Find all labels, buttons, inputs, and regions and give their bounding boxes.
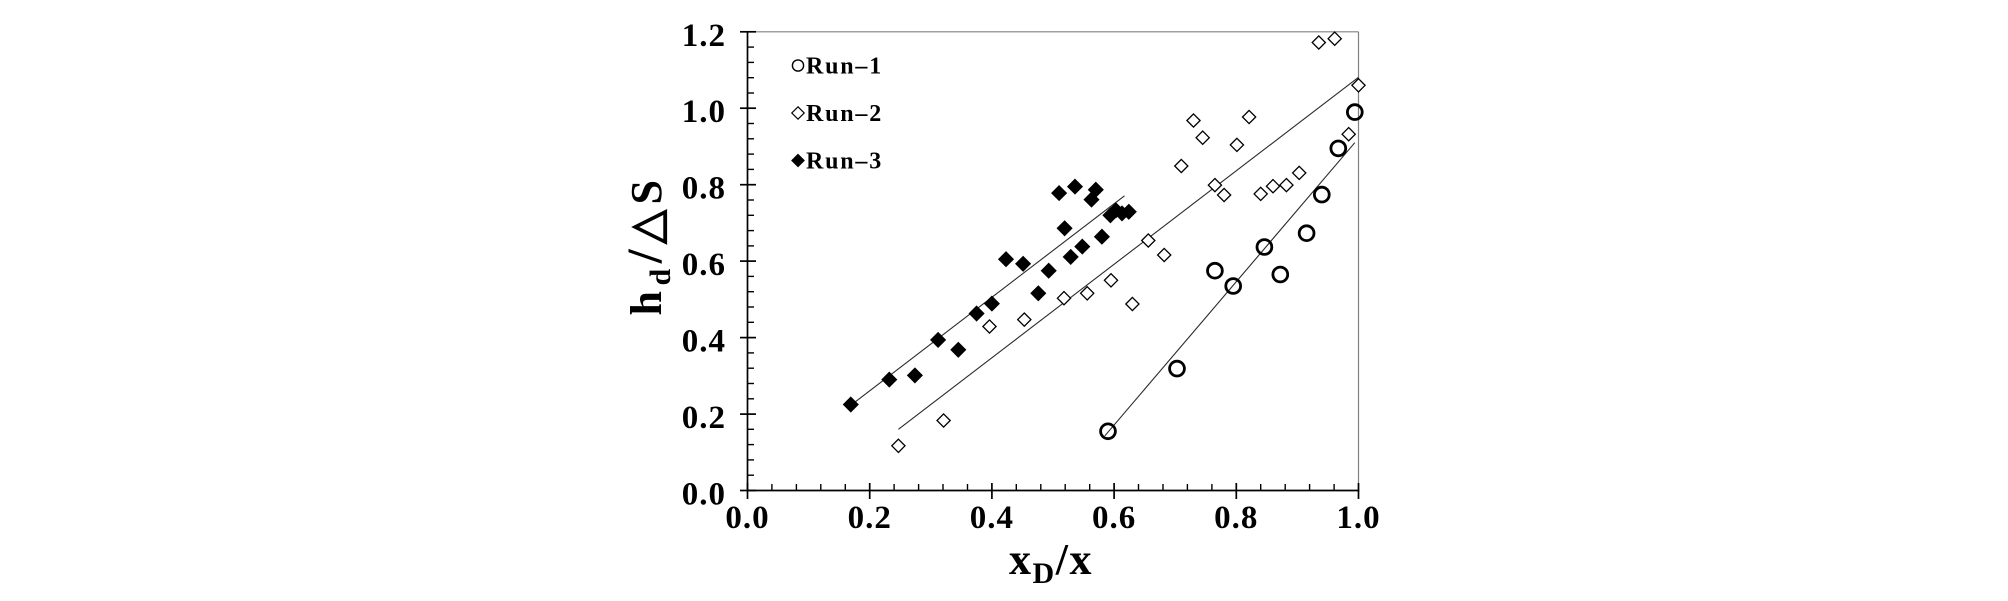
svg-text:0.8: 0.8 [682, 171, 726, 207]
svg-text:0.4: 0.4 [682, 324, 726, 360]
svg-text:hd/△S: hd/△S [616, 175, 677, 316]
svg-text:0.8: 0.8 [1214, 500, 1258, 536]
svg-text:1.0: 1.0 [682, 94, 726, 130]
svg-text:xD/x: xD/x [1009, 535, 1093, 590]
svg-text:0.6: 0.6 [1092, 500, 1136, 536]
svg-text:0.2: 0.2 [848, 500, 892, 536]
svg-text:0.0: 0.0 [682, 477, 726, 513]
svg-text:0.6: 0.6 [682, 247, 726, 283]
svg-text:0.4: 0.4 [970, 500, 1014, 536]
svg-text:Run–1: Run–1 [806, 54, 883, 80]
svg-text:1.0: 1.0 [1336, 500, 1380, 536]
svg-text:1.2: 1.2 [682, 18, 726, 54]
svg-text:0.2: 0.2 [682, 400, 726, 436]
svg-text:Run–2: Run–2 [806, 101, 883, 127]
svg-text:Run–3: Run–3 [806, 149, 883, 175]
svg-text:0.0: 0.0 [725, 500, 769, 536]
